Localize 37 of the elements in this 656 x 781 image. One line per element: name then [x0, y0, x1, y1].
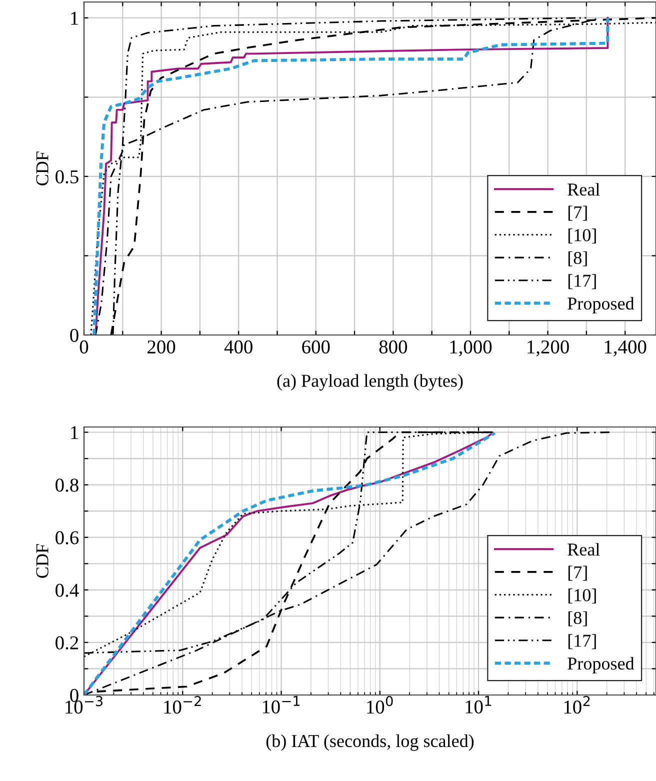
legend-label: [8] — [568, 611, 587, 626]
legend-label: [17] — [568, 634, 596, 650]
y-tick-label: 0.4 — [56, 584, 79, 597]
legend-label: Real — [568, 542, 600, 556]
y-tick-label: 0 — [70, 328, 78, 342]
x-tick-label: 1,000 — [450, 340, 492, 356]
legend-label: [10] — [568, 588, 596, 604]
x-tick-label: 0 — [80, 340, 88, 354]
x-axis-title: (b) IAT (seconds, log scaled) — [266, 734, 474, 751]
x-tick-label: 1,200 — [528, 340, 569, 356]
x-tick-label: 10$^{−2}$ — [164, 696, 201, 714]
y-tick-label: 0.2 — [56, 636, 78, 650]
y-tick-label: 0.5 — [56, 170, 78, 184]
x-tick-label: 800 — [379, 340, 408, 354]
y-tick-label: 0.6 — [56, 531, 79, 544]
x-tick-label: 10$^{2}$ — [564, 696, 590, 714]
x-tick-label: 10$^{−1}$ — [262, 696, 300, 714]
x-tick-label: 1,400 — [604, 340, 646, 356]
x-tick-label: 200 — [148, 340, 176, 354]
legend-label: Proposed — [568, 296, 634, 314]
x-axis-title: (a) Payload length (bytes) — [277, 374, 463, 391]
y-tick-label: 0.8 — [56, 478, 78, 492]
legend-label: [10] — [568, 228, 596, 244]
x-tick-label: 10$^{0}$ — [367, 696, 393, 714]
legend-label: Proposed — [568, 656, 634, 674]
legend-label: [17] — [568, 274, 596, 290]
x-tick-label: 10$^{1}$ — [466, 696, 492, 714]
x-tick-label: 400 — [224, 340, 252, 354]
y-tick-label: 1 — [71, 426, 78, 439]
x-tick-label: 600 — [302, 340, 330, 354]
y-axis-title: CDF — [36, 152, 48, 186]
legend-label: [7] — [568, 566, 587, 581]
y-tick-label: 1 — [71, 12, 78, 25]
legend-label: [8] — [568, 251, 587, 266]
y-axis-title: CDF — [36, 544, 48, 578]
legend-label: [7] — [568, 206, 587, 221]
legend-label: Real — [568, 182, 600, 196]
